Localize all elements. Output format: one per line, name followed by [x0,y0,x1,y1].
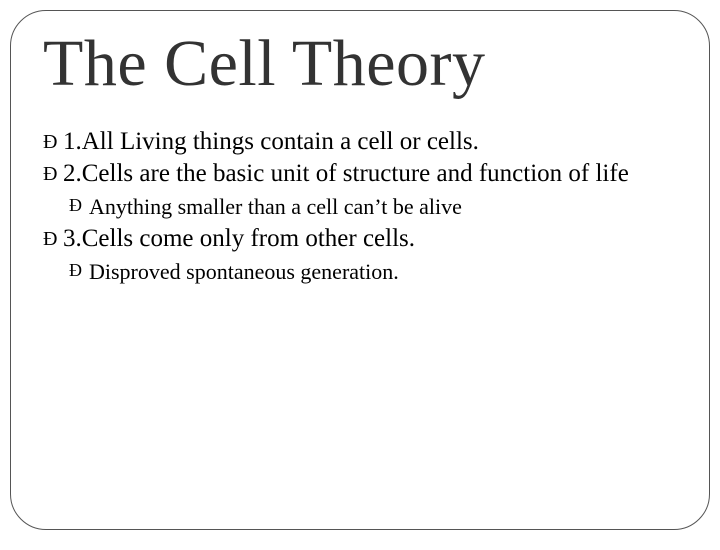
bullet-icon: Đ [43,158,61,184]
bullet-icon: Đ [69,190,87,214]
list-item-text: 2.Cells are the basic unit of structure … [63,158,629,190]
list-item-text: 3.Cells come only from other cells. [63,223,415,255]
list-item-text: Disproved spontaneous generation. [89,255,399,288]
list-item-text: 1.All Living things contain a cell or ce… [63,126,479,158]
list-item: Đ 1.All Living things contain a cell or … [43,126,677,158]
slide-title: The Cell Theory [43,29,677,98]
list-item: Đ 2.Cells are the basic unit of structur… [43,158,677,190]
bullet-icon: Đ [43,223,61,249]
bullet-icon: Đ [69,255,87,279]
slide-frame: The Cell Theory Đ 1.All Living things co… [10,10,710,530]
list-item: Đ Disproved spontaneous generation. [43,255,677,288]
bullet-icon: Đ [43,126,61,152]
list-item: Đ 3.Cells come only from other cells. [43,223,677,255]
list-item-text: Anything smaller than a cell can’t be al… [89,190,462,223]
list-item: Đ Anything smaller than a cell can’t be … [43,190,677,223]
